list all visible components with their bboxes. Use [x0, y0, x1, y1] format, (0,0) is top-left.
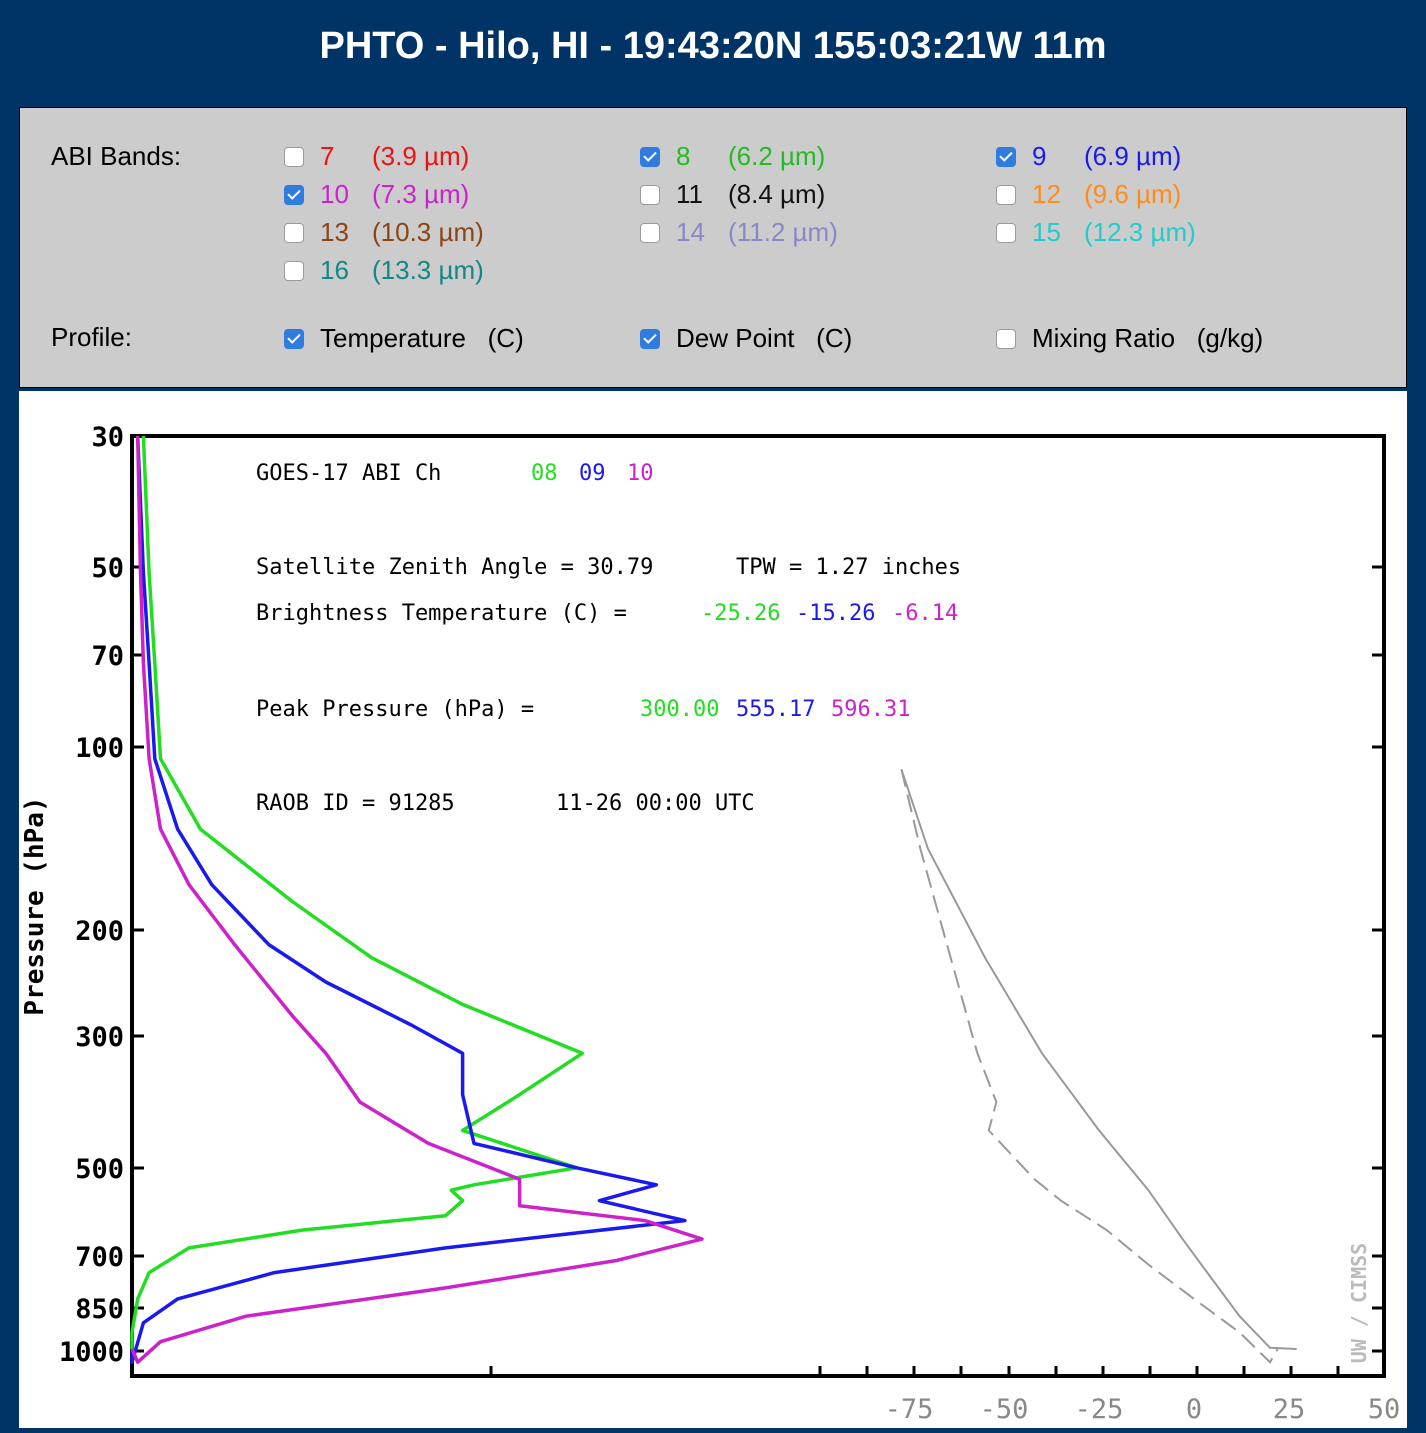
x-tick-label: -75 [885, 1394, 934, 1425]
band-number: 10 [320, 179, 349, 209]
band-wavelength: (8.4 µm) [728, 179, 826, 209]
peak-pressure-label: Peak Pressure (hPa) = [256, 697, 534, 722]
band-number: 8 [676, 141, 691, 171]
x-tick-label: -50 [980, 1394, 1029, 1425]
band-13-checkbox[interactable] [284, 222, 304, 243]
raob-id-text: RAOB ID = 91285 [256, 791, 455, 816]
page-title: PHTO - Hilo, HI - 19:43:20N 155:03:21W 1… [319, 24, 1107, 67]
band-number: 14 [676, 217, 705, 247]
profile-label-text: Mixing Ratio [1032, 323, 1176, 353]
weighting-function-line-ch10 [130, 435, 704, 1364]
profile-mixing-ratio-checkbox[interactable] [996, 328, 1016, 349]
y-tick-label: 200 [75, 916, 124, 947]
peak-pressure-value-09: 555.17 [736, 697, 815, 722]
band-16-checkbox[interactable] [284, 260, 304, 281]
band-number: 9 [1032, 141, 1047, 171]
weighting-function-line-ch08 [130, 435, 585, 1349]
band-number: 16 [320, 255, 349, 285]
profile-temperature-checkbox[interactable] [284, 328, 304, 349]
band-wavelength: (12.3 µm) [1084, 217, 1196, 247]
band-wavelength: (13.3 µm) [372, 255, 484, 285]
band-number: 7 [320, 141, 335, 171]
weighting-function-line-ch09 [130, 435, 687, 1364]
band-15-option[interactable]: 15 (12.3 µm) [996, 217, 1196, 248]
dewpoint-profile-line [900, 769, 1279, 1364]
band-7-checkbox[interactable] [284, 146, 304, 167]
plot-frame [130, 434, 1386, 1378]
brightness-temp-value-10: -6.14 [892, 601, 958, 626]
raob-time-text: 11-26 00:00 UTC [556, 791, 755, 816]
band-wavelength: (9.6 µm) [1084, 179, 1182, 209]
band-12-option[interactable]: 12 (9.6 µm) [996, 179, 1181, 210]
band-number: 12 [1032, 179, 1061, 209]
band-16-option[interactable]: 16 (13.3 µm) [284, 255, 484, 286]
profile-label-text: Dew Point [676, 323, 795, 353]
y-tick-label: 300 [75, 1022, 124, 1053]
band-wavelength: (6.9 µm) [1084, 141, 1182, 171]
brightness-temp-value-08: -25.26 [701, 601, 780, 626]
band-7-option[interactable]: 7 (3.9 µm) [284, 141, 469, 172]
band-12-checkbox[interactable] [996, 184, 1016, 205]
x-tick-label: 50 [1368, 1394, 1401, 1425]
band-11-option[interactable]: 11 (8.4 µm) [640, 179, 825, 210]
profile-label: Profile: [51, 322, 132, 352]
x-tick-label: -25 [1075, 1394, 1124, 1425]
profile-mixing-ratio-option[interactable]: Mixing Ratio (g/kg) [996, 323, 1263, 354]
controls-panel: ABI Bands: Profile: 7 (3.9 µm) 8 (6.2 µm) 9 (… [19, 107, 1407, 388]
channel-label-10: 10 [627, 461, 654, 486]
profile-unit: (C) [794, 323, 853, 353]
uw-cimss-watermark: UW / CIMSS [1347, 1243, 1371, 1363]
x-tick-label: 25 [1273, 1394, 1306, 1425]
y-tick-label: 30 [91, 422, 124, 453]
profile-temperature-option[interactable]: Temperature (C) [284, 323, 524, 354]
band-8-option[interactable]: 8 (6.2 µm) [640, 141, 825, 172]
brightness-temp-value-09: -15.26 [796, 601, 875, 626]
band-wavelength: (10.3 µm) [372, 217, 484, 247]
band-11-checkbox[interactable] [640, 184, 660, 205]
band-wavelength: (6.2 µm) [728, 141, 826, 171]
peak-pressure-value-08: 300.00 [640, 697, 719, 722]
band-number: 11 [676, 179, 703, 209]
band-9-checkbox[interactable] [996, 146, 1016, 167]
y-tick-label: 850 [75, 1294, 124, 1325]
zenith-angle-text: Satellite Zenith Angle = 30.79 [256, 555, 653, 580]
band-14-option[interactable]: 14 (11.2 µm) [640, 217, 838, 248]
band-10-option[interactable]: 10 (7.3 µm) [284, 179, 469, 210]
y-tick-label: 1000 [59, 1337, 124, 1368]
y-tick-label: 50 [91, 553, 124, 584]
profile-unit: (C) [465, 323, 524, 353]
channel-label-09: 09 [579, 461, 606, 486]
profile-dew-point-option[interactable]: Dew Point (C) [640, 323, 852, 354]
profile-dew-point-checkbox[interactable] [640, 328, 660, 349]
y-tick-label: 700 [75, 1242, 124, 1273]
band-15-checkbox[interactable] [996, 222, 1016, 243]
profile-label-text: Temperature [320, 323, 466, 353]
band-wavelength: (7.3 µm) [372, 179, 470, 209]
band-wavelength: (3.9 µm) [372, 141, 470, 171]
band-8-checkbox[interactable] [640, 146, 660, 167]
band-number: 15 [1032, 217, 1061, 247]
channel-label-08: 08 [531, 461, 558, 486]
chart-area: 30 50 70 100 200 300 500 700 850 1000 Pressure (hP… [19, 391, 1407, 1428]
y-tick-label: 100 [75, 733, 124, 764]
tpw-text: TPW = 1.27 inches [736, 555, 961, 580]
brightness-temp-label: Brightness Temperature (C) = [256, 601, 627, 626]
band-10-checkbox[interactable] [284, 184, 304, 205]
y-tick-label: 500 [75, 1154, 124, 1185]
band-wavelength: (11.2 µm) [728, 217, 838, 247]
chart-title: GOES-17 ABI Ch [256, 461, 441, 486]
temperature-profile-line [900, 768, 1297, 1350]
x-tick-label: 0 [1186, 1394, 1202, 1425]
band-number: 13 [320, 217, 349, 247]
band-14-checkbox[interactable] [640, 222, 660, 243]
profile-unit: (g/kg) [1175, 323, 1264, 353]
y-axis-label: Pressure (hPa) [20, 796, 50, 1015]
band-13-option[interactable]: 13 (10.3 µm) [284, 217, 484, 248]
band-9-option[interactable]: 9 (6.9 µm) [996, 141, 1181, 172]
abi-bands-label: ABI Bands: [51, 141, 182, 171]
peak-pressure-value-10: 596.31 [831, 697, 910, 722]
y-tick-label: 70 [91, 641, 124, 672]
